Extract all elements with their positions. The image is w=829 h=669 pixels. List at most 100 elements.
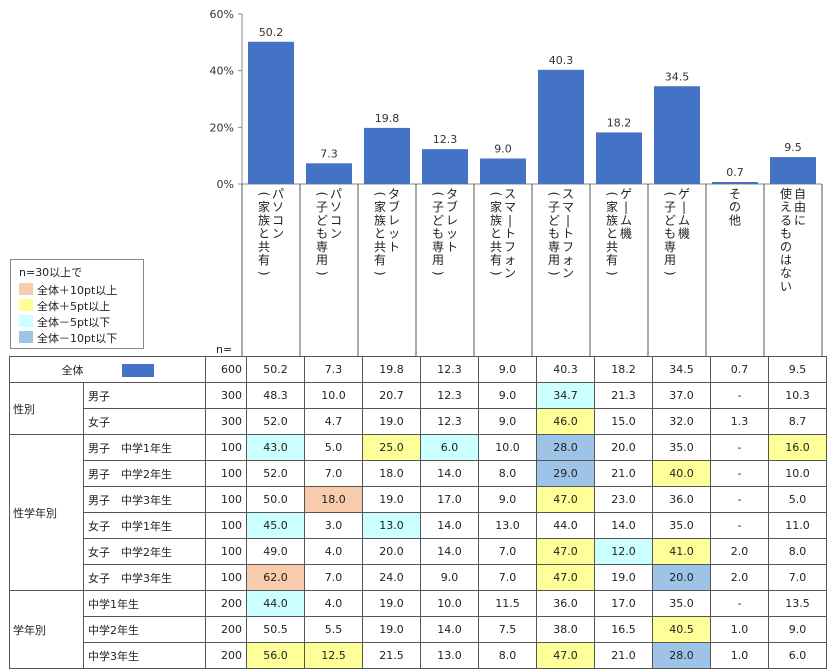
table-row: 女子 300 52.0 4.7 19.0 12.3 9.0 46.0 15.0 32.0 1.3 8.… bbox=[10, 408, 827, 435]
value-cell: 28.0 bbox=[536, 434, 595, 461]
category-label-char: ト bbox=[388, 240, 400, 254]
value-cell: 11.0 bbox=[768, 512, 827, 539]
row-label: 男子 中学3年生 bbox=[83, 486, 206, 513]
category-label-char: 他 bbox=[729, 213, 741, 227]
value-cell: 12.3 bbox=[420, 382, 479, 409]
bar-value-label: 18.2 bbox=[607, 116, 632, 129]
category-label-char: も bbox=[780, 227, 792, 241]
legend-label: 全体＋5pt以上 bbox=[37, 300, 111, 313]
value-cell: 20.0 bbox=[362, 538, 421, 565]
bar-value-label: 9.0 bbox=[494, 143, 512, 156]
category-label-char: ( bbox=[663, 192, 677, 197]
value-cell: 4.0 bbox=[304, 590, 363, 617]
value-cell: 6.0 bbox=[420, 434, 479, 461]
category-label-char: ォ bbox=[562, 253, 574, 267]
category-label-char: の bbox=[780, 240, 792, 254]
value-cell: 10.0 bbox=[768, 460, 827, 487]
category-label-char: 機 bbox=[620, 226, 632, 241]
value-cell: 36.0 bbox=[536, 590, 595, 617]
category-label-char: ブ bbox=[446, 199, 458, 214]
bar bbox=[770, 157, 816, 184]
highlight-legend: n=30以上で 全体＋10pt以上 全体＋5pt以上 全体－5pt以下 全体－1… bbox=[10, 259, 144, 349]
category-label-char: 共 bbox=[490, 240, 502, 254]
value-cell: 56.0 bbox=[246, 642, 305, 669]
bar bbox=[538, 69, 584, 184]
value-cell: 20.7 bbox=[362, 382, 421, 409]
category-label-char: 家 bbox=[490, 199, 502, 214]
value-cell: 10.3 bbox=[768, 382, 827, 409]
value-cell: 19.0 bbox=[362, 616, 421, 643]
category-label-char: 有 bbox=[606, 253, 618, 267]
value-cell: 35.0 bbox=[652, 512, 711, 539]
category-label-char: フ bbox=[562, 240, 574, 254]
category-label-char: ) bbox=[547, 271, 561, 276]
value-cell: 19.0 bbox=[362, 408, 421, 435]
table-row: 性別 男子 300 48.3 10.0 20.7 12.3 9.0 34.7 21.3 37.0-1… bbox=[9, 382, 827, 435]
value-cell: 2.0 bbox=[710, 564, 769, 591]
value-cell: 7.0 bbox=[768, 564, 827, 591]
value-cell: 14.0 bbox=[420, 538, 479, 565]
value-cell: 45.0 bbox=[246, 512, 305, 539]
category-label-char: ォ bbox=[504, 253, 516, 267]
group-label: 性学年別 bbox=[9, 434, 84, 591]
group-label: 学年別 bbox=[9, 590, 84, 669]
n-value: 100 bbox=[205, 434, 247, 461]
value-cell: 19.0 bbox=[362, 486, 421, 513]
value-cell: 29.0 bbox=[536, 460, 595, 487]
value-cell: 9.0 bbox=[478, 486, 537, 513]
value-cell: 8.0 bbox=[478, 460, 537, 487]
value-cell: 34.5 bbox=[652, 356, 711, 383]
value-cell: - bbox=[710, 590, 769, 617]
bar bbox=[712, 182, 758, 184]
value-cell: 14.0 bbox=[594, 512, 653, 539]
legend-swatch-yellow bbox=[19, 299, 33, 311]
category-label-char: ( bbox=[489, 192, 503, 197]
category-label-char: と bbox=[490, 227, 502, 241]
value-cell: 12.0 bbox=[594, 538, 653, 565]
bar-value-label: 9.5 bbox=[784, 141, 802, 154]
category-label-char: ) bbox=[257, 271, 271, 276]
category-label-char: 専 bbox=[548, 240, 560, 254]
category-label-char: ど bbox=[664, 213, 676, 227]
legend-title: n=30以上で bbox=[19, 266, 83, 279]
category-label-char: 専 bbox=[432, 240, 444, 254]
category-label-char: ) bbox=[373, 271, 387, 276]
bar-value-label: 12.3 bbox=[433, 133, 458, 146]
category-label-char: 使 bbox=[780, 186, 792, 201]
category-label-char: パ bbox=[330, 187, 342, 201]
category-label-char: パ bbox=[272, 187, 284, 201]
value-cell: 8.0 bbox=[478, 642, 537, 669]
row-label: 中学3年生 bbox=[83, 642, 206, 669]
n-value: 200 bbox=[205, 642, 247, 669]
category-label-char: ゲ bbox=[620, 187, 632, 201]
category-label-char: 共 bbox=[258, 240, 270, 254]
value-cell: - bbox=[710, 512, 769, 539]
value-cell: 36.0 bbox=[652, 486, 711, 513]
value-cell: 6.0 bbox=[768, 642, 827, 669]
y-tick-label: 60% bbox=[210, 8, 234, 21]
value-cell: 35.0 bbox=[652, 434, 711, 461]
value-cell: 1.3 bbox=[710, 408, 769, 435]
value-cell: - bbox=[710, 434, 769, 461]
value-cell: 9.0 bbox=[478, 408, 537, 435]
value-cell: 19.0 bbox=[362, 590, 421, 617]
value-cell: 14.0 bbox=[420, 616, 479, 643]
n-value: 100 bbox=[205, 486, 247, 513]
value-cell: 18.0 bbox=[304, 486, 363, 513]
value-cell: 0.7 bbox=[710, 356, 769, 383]
category-label-char: る bbox=[780, 213, 792, 227]
category-label-char: レ bbox=[388, 213, 400, 227]
value-cell: 2.0 bbox=[710, 538, 769, 565]
row-label: 中学2年生 bbox=[83, 616, 206, 643]
n-value: 100 bbox=[205, 564, 247, 591]
category-label-char: え bbox=[780, 200, 792, 214]
category-label-char: の bbox=[729, 200, 741, 214]
value-cell: 23.0 bbox=[594, 486, 653, 513]
value-cell: 12.3 bbox=[420, 356, 479, 383]
value-cell: 19.8 bbox=[362, 356, 421, 383]
category-label-char: マ bbox=[562, 200, 574, 214]
value-cell: 9.0 bbox=[478, 382, 537, 409]
bar bbox=[480, 158, 526, 184]
value-cell: 50.2 bbox=[246, 356, 305, 383]
y-tick-label: 40% bbox=[210, 65, 234, 78]
